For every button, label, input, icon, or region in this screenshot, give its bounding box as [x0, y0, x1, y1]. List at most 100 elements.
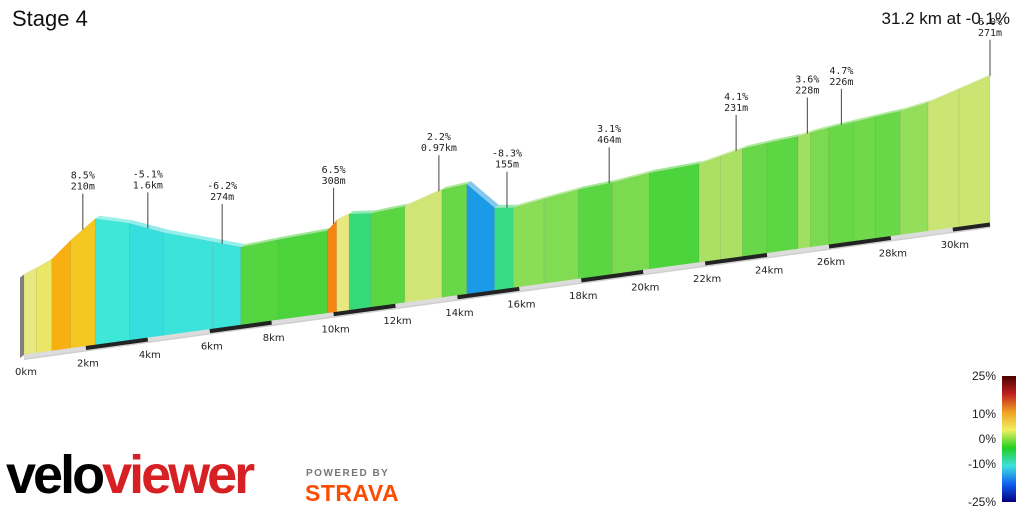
- x-tick-label: 0km: [15, 367, 37, 378]
- profile-segment: [404, 189, 443, 304]
- profile-segment: [720, 148, 743, 261]
- axis-km-bar: [23, 346, 87, 359]
- profile-ridge: [370, 203, 409, 214]
- profile-ridge: [900, 99, 933, 112]
- x-tick-label: 22km: [693, 274, 721, 285]
- profile-ridge: [277, 227, 332, 240]
- profile-ridge: [163, 229, 217, 242]
- profile-ridge: [928, 86, 964, 103]
- profile-segment: [853, 116, 876, 242]
- x-tick-label: 2km: [77, 359, 99, 370]
- profile-ridge: [959, 72, 994, 90]
- profile-segment: [36, 258, 53, 354]
- legend-label: 25%: [972, 369, 996, 383]
- profile-segment: [441, 183, 467, 299]
- page-title: Stage 4: [12, 6, 88, 31]
- x-tick-label: 8km: [263, 333, 285, 344]
- profile-ridge: [494, 204, 518, 208]
- legend-label: 0%: [979, 432, 997, 446]
- axis-km-bar: [85, 337, 149, 351]
- profile-segment: [23, 267, 37, 356]
- profile-ridge: [853, 113, 880, 123]
- axis-km-bar: [890, 227, 954, 241]
- axis-km-bar: [271, 312, 334, 325]
- axis-km-bar: [704, 252, 768, 266]
- veloviewer-logo: veloviewer: [6, 445, 255, 505]
- profile-segment: [494, 207, 514, 291]
- x-tick-label: 6km: [201, 342, 223, 353]
- gradient-legend: 25% 10% 0% -10% -25%: [968, 369, 1016, 509]
- profile-segment: [577, 182, 613, 280]
- annotation-gradient: 6.5%: [322, 165, 346, 176]
- legend-label: -10%: [968, 457, 996, 471]
- axis-km-bar: [952, 222, 991, 232]
- profile-ridge: [544, 186, 583, 199]
- axis-km-bar: [828, 236, 892, 249]
- profile-segment: [612, 172, 650, 275]
- profile-segment: [370, 206, 406, 308]
- profile-ridge: [95, 215, 134, 224]
- x-tick-label: 16km: [507, 299, 535, 310]
- annotation-gradient: -6.2%: [207, 181, 237, 192]
- powered-by-label: POWERED BY: [306, 468, 390, 479]
- legend-label: -25%: [968, 495, 996, 509]
- annotation-gradient: 8.5%: [71, 171, 95, 182]
- annotation-gradient: -5.1%: [133, 169, 163, 180]
- profile-segment: [875, 110, 901, 239]
- x-tick-label: 28km: [879, 249, 907, 260]
- profile-ridge: [240, 236, 282, 248]
- profile-segment: [543, 189, 579, 285]
- annotation-gradient: 3.6%: [795, 75, 819, 86]
- profile-segment: [163, 232, 214, 337]
- distance-gradient-summary: 31.2 km at -0.1%: [881, 9, 1010, 28]
- x-tick-label: 20km: [631, 282, 659, 293]
- profile-segment: [512, 198, 545, 289]
- profile-ridge: [578, 179, 617, 190]
- profile-ridge: [720, 145, 747, 157]
- annotation-length: 210m: [71, 182, 95, 193]
- profile-ridge: [698, 153, 725, 164]
- x-tick-label: 26km: [817, 257, 845, 268]
- annotation-length: 1.6km: [133, 180, 163, 191]
- strava-logo: STRAVA: [305, 480, 400, 506]
- annotation-gradient: 4.7%: [829, 66, 853, 77]
- axis-km-bar: [642, 261, 706, 274]
- profile-ridge: [612, 169, 654, 183]
- profile-ridge: [513, 195, 549, 208]
- profile-segment: [94, 218, 130, 346]
- profile-ridge: [649, 160, 703, 173]
- profile-ridge: [441, 181, 471, 190]
- profile-segment: [742, 142, 768, 258]
- logo-text-velo: velo: [6, 445, 105, 505]
- profile-ridge: [70, 215, 100, 241]
- profile-ridge: [349, 210, 375, 214]
- axis-km-bar: [457, 286, 520, 300]
- x-tick-label: 12km: [383, 316, 411, 327]
- axis-km-bar: [581, 269, 644, 283]
- profile-segment: [927, 88, 960, 232]
- axis-km-bar: [147, 329, 211, 342]
- axis-km-bar: [766, 244, 830, 257]
- profile-segment: [51, 239, 71, 352]
- profile-ridge: [51, 237, 75, 260]
- profile-segment: [348, 213, 372, 311]
- profile-ridge: [36, 256, 56, 269]
- profile-segment: [649, 163, 700, 270]
- annotation-length: 464m: [597, 135, 621, 146]
- profile-segment: [810, 127, 830, 248]
- profile-ridge: [404, 186, 446, 207]
- axis-km-bar: [395, 295, 458, 308]
- distance-axis: 0km 2km 4km 6km 8km 10km 12km 14km 16km 18km 20km 2…: [15, 222, 991, 378]
- profile-segment: [240, 239, 279, 326]
- profile-segment: [70, 218, 96, 349]
- profile-ridge: [810, 124, 833, 133]
- profile-ridge: [466, 181, 499, 208]
- profile-segment: [129, 222, 164, 341]
- profile-ridge: [336, 210, 354, 221]
- profile-segment: [828, 121, 855, 246]
- x-tick-label: 10km: [321, 325, 349, 336]
- annotation-length: 308m: [322, 176, 346, 187]
- annotation-gradient: 6.0%: [978, 17, 1002, 28]
- logo-text-viewer: viewer: [102, 445, 255, 505]
- annotation-length: 226m: [829, 77, 853, 88]
